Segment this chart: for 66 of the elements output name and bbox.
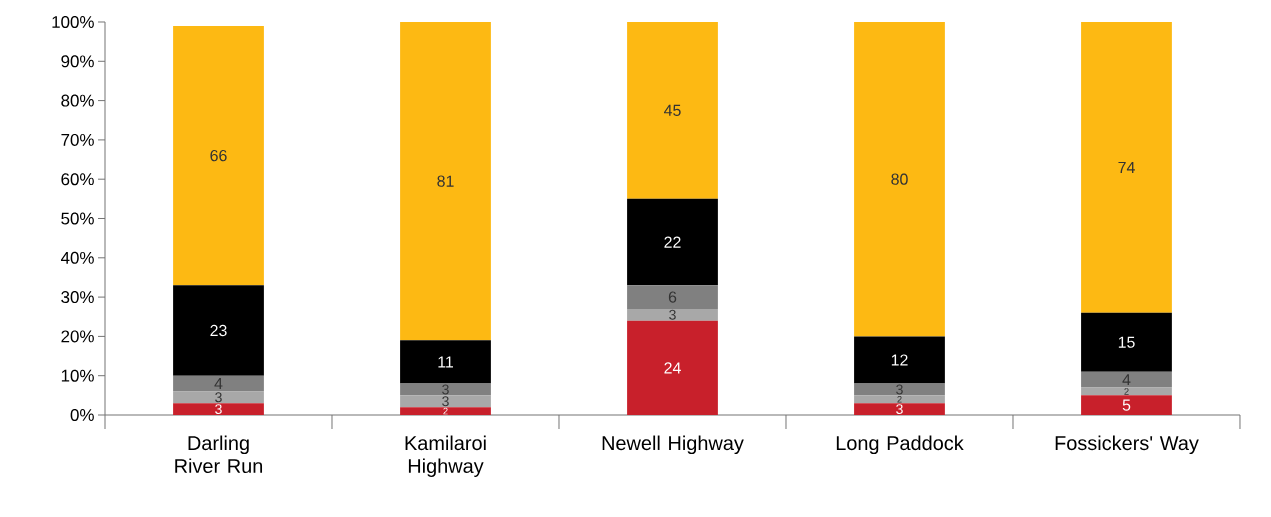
data-label: 80 xyxy=(891,173,908,185)
bar xyxy=(854,383,945,396)
data-label: 3 xyxy=(896,404,903,415)
y-tick-label: 20% xyxy=(61,330,94,343)
y-tick-label: 100% xyxy=(52,16,94,28)
data-label: 3 xyxy=(669,309,676,320)
data-label: 3 xyxy=(215,392,222,403)
data-label: 15 xyxy=(1118,336,1135,348)
data-label: 2 xyxy=(1124,388,1129,395)
bar xyxy=(1081,371,1172,388)
bar xyxy=(400,395,491,408)
y-tick-label: 60% xyxy=(61,173,94,186)
bar xyxy=(1081,22,1172,313)
bar xyxy=(627,285,718,309)
data-label: 12 xyxy=(891,354,908,366)
data-label: 3 xyxy=(896,384,903,395)
data-label: 74 xyxy=(1118,161,1135,173)
bar xyxy=(400,340,491,384)
y-tick-label: 40% xyxy=(60,251,94,264)
x-tick-label: Kamilaroi Highway xyxy=(405,435,486,478)
x-tick-label: Long Paddock xyxy=(836,435,964,455)
y-tick-label: 0% xyxy=(70,409,94,421)
bar xyxy=(173,285,264,376)
data-label: 3 xyxy=(215,404,222,415)
y-tick-label: 50% xyxy=(61,212,94,225)
data-label: 11 xyxy=(438,356,453,368)
x-tick-label: Darling River Run xyxy=(175,435,263,474)
y-tick-label: 30% xyxy=(61,291,94,304)
bar xyxy=(854,336,945,384)
y-tick-label: 10% xyxy=(61,369,94,382)
data-label: 6 xyxy=(668,291,677,303)
bar xyxy=(1081,312,1172,372)
bar xyxy=(173,403,264,415)
data-label: 24 xyxy=(664,362,681,374)
data-label: 4 xyxy=(214,378,223,390)
bar xyxy=(400,407,491,415)
data-label: 4 xyxy=(1122,374,1131,386)
bar xyxy=(173,391,264,404)
bar xyxy=(173,25,264,286)
data-label: 5 xyxy=(1122,399,1131,411)
bar xyxy=(627,320,718,415)
bar xyxy=(854,395,945,404)
x-tick-label: Fossickers' Way xyxy=(1055,435,1199,455)
data-label: 66 xyxy=(210,149,227,162)
bar xyxy=(1081,395,1172,415)
data-label: 2 xyxy=(443,407,448,415)
data-label: 2 xyxy=(897,396,902,403)
data-label: 3 xyxy=(442,384,449,395)
y-tick-label: 70% xyxy=(61,133,94,146)
bar xyxy=(854,22,945,337)
data-label: 45 xyxy=(664,104,681,116)
bar xyxy=(173,375,264,392)
bar xyxy=(854,403,945,415)
bar xyxy=(627,198,718,286)
data-label: 3 xyxy=(442,396,449,407)
bar xyxy=(627,308,718,321)
data-label: 81 xyxy=(437,175,454,187)
y-tick-label: 90% xyxy=(61,55,94,68)
bar xyxy=(627,22,718,199)
bar xyxy=(400,22,491,341)
bar xyxy=(1081,387,1172,396)
data-label: 23 xyxy=(210,324,227,337)
x-tick-label: Newell Highway xyxy=(602,435,744,455)
data-label: 22 xyxy=(664,236,681,248)
y-tick-label: 80% xyxy=(61,94,94,107)
bar xyxy=(400,383,491,396)
